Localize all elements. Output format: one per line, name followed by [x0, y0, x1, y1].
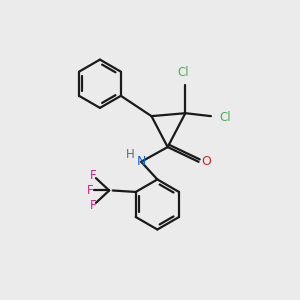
Text: F: F	[90, 169, 96, 182]
Text: F: F	[90, 199, 96, 212]
Text: Cl: Cl	[177, 66, 189, 79]
Text: Cl: Cl	[219, 111, 231, 124]
Text: O: O	[201, 155, 211, 168]
Text: H: H	[126, 148, 135, 161]
Text: F: F	[87, 184, 93, 197]
Text: N: N	[136, 155, 146, 168]
